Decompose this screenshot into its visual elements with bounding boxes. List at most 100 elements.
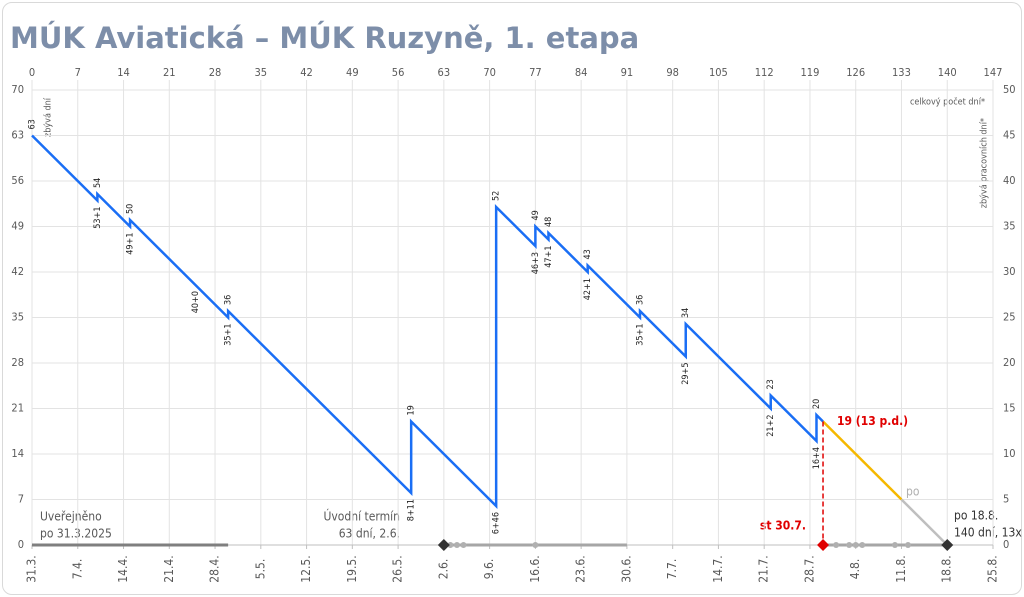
annotation: st 30.7. <box>760 519 806 533</box>
data-label: 35+1 <box>635 324 645 346</box>
y2-axis-label: zbývá pracovních dní* <box>980 118 990 208</box>
x-date-label: 30.6. <box>619 555 633 582</box>
x-tick-label: 70 <box>483 66 496 79</box>
x-date-label: 28.7. <box>802 555 816 582</box>
y-tick-label: 49 <box>11 220 24 233</box>
dot <box>447 542 454 548</box>
dot <box>532 542 539 548</box>
y-tick-label: 42 <box>11 265 24 278</box>
milestone <box>941 539 954 551</box>
data-label: 40+0 <box>191 291 201 313</box>
milestone <box>437 539 450 551</box>
x-date-label: 11.8. <box>894 555 908 582</box>
x-date-label: 16.6. <box>528 555 542 582</box>
x-tick-label: 133 <box>892 66 911 79</box>
annotation: Uveřejněno <box>40 510 102 524</box>
y-tick-label: 28 <box>11 356 24 369</box>
data-label: 54 <box>93 178 103 188</box>
data-label: 36 <box>224 295 234 305</box>
data-label: 48 <box>544 217 554 227</box>
data-label: 29+5 <box>681 363 691 385</box>
x-tick-label: 7 <box>75 66 81 79</box>
x-date-label: 4.8. <box>848 559 862 580</box>
x-date-label: 25.8. <box>986 555 1000 582</box>
dot <box>453 542 460 548</box>
x-date-label: 31.3. <box>25 555 39 582</box>
y2-tick-label: 20 <box>1003 356 1016 369</box>
dot <box>891 542 898 548</box>
x-date-label: 2.6. <box>436 559 450 580</box>
dot <box>852 542 859 548</box>
y-tick-label: 14 <box>11 447 24 460</box>
y-tick-label: 7 <box>18 493 24 506</box>
data-label: 19 (13 p.d.) <box>837 414 908 428</box>
y2-tick-label: 50 <box>1003 83 1016 96</box>
y2-tick-label: 25 <box>1003 311 1016 324</box>
chart-title: MÚK Aviatická – MÚK Ruzyně, 1. etapa <box>10 21 639 55</box>
data-label: 42+1 <box>583 278 593 300</box>
data-label: 20 <box>812 399 822 409</box>
y-tick-label: 21 <box>11 402 24 415</box>
data-label: 23 <box>766 379 776 389</box>
y2-tick-label: 0 <box>1003 538 1009 551</box>
x-tick-label: 56 <box>392 66 405 79</box>
x-date-label: 19.5. <box>345 555 359 582</box>
x-tick-label: 63 <box>438 66 451 79</box>
data-label: 16+4 <box>812 447 822 469</box>
x-tick-label: 0 <box>29 66 35 79</box>
data-label: 50 <box>126 204 136 214</box>
data-label: 52 <box>492 191 502 201</box>
x-tick-label: 112 <box>755 66 774 79</box>
x-tick-label: 147 <box>984 66 1003 79</box>
x-tick-label: 77 <box>529 66 542 79</box>
y2-tick-label: 45 <box>1003 129 1016 142</box>
x-date-label: 9.6. <box>482 559 496 580</box>
x-date-label: 7.4. <box>70 559 84 580</box>
dot <box>859 542 866 548</box>
x-date-label: 14.4. <box>116 555 130 582</box>
x-tick-label: 42 <box>300 66 313 79</box>
y-tick-label: 0 <box>18 538 24 551</box>
x-tick-label: 14 <box>117 66 130 79</box>
dot <box>846 542 853 548</box>
series-line <box>822 420 903 501</box>
data-label: 6+46 <box>492 512 502 534</box>
x-date-label: 21.4. <box>162 555 176 582</box>
x-tick-label: 35 <box>255 66 268 79</box>
y-tick-label: 56 <box>11 174 24 187</box>
x-date-label: 21.7. <box>757 555 771 582</box>
y2-tick-label: 15 <box>1003 402 1016 415</box>
x-date-label: 7.7. <box>665 559 679 580</box>
data-label: 63 <box>28 119 38 129</box>
data-label: 49 <box>531 210 541 220</box>
annotation: 140 dní, 13x <box>954 526 1022 540</box>
y-tick-label: 63 <box>11 129 24 142</box>
x-tick-label: 49 <box>346 66 359 79</box>
data-label: 36 <box>635 295 645 305</box>
x-tick-label: 126 <box>846 66 865 79</box>
annotation: 63 dní, 2.6. <box>339 527 400 541</box>
x-date-label: 14.7. <box>711 555 725 582</box>
series-line <box>900 498 949 546</box>
y2-tick-label: 40 <box>1003 174 1016 187</box>
annotation: po <box>906 485 920 499</box>
y-axis-label: zbývá dní <box>44 97 54 137</box>
y-tick-label: 35 <box>11 311 24 324</box>
y2-tick-label: 35 <box>1003 220 1016 233</box>
x-tick-label: 21 <box>163 66 176 79</box>
annotation: po 31.3.2025 <box>40 527 112 541</box>
data-label: 47+1 <box>544 246 554 268</box>
y2-tick-label: 5 <box>1003 493 1009 506</box>
data-label: 35+1 <box>224 324 234 346</box>
x-date-label: 18.8. <box>940 555 954 582</box>
data-label: 8+11 <box>407 499 417 521</box>
x-tick-label: 84 <box>575 66 588 79</box>
x-tick-label: 119 <box>801 66 820 79</box>
annotation: Úvodní termín <box>324 509 400 524</box>
x-date-label: 12.5. <box>299 555 313 582</box>
data-label: 34 <box>681 308 691 318</box>
dot <box>460 542 467 548</box>
x-tick-label: 28 <box>209 66 222 79</box>
